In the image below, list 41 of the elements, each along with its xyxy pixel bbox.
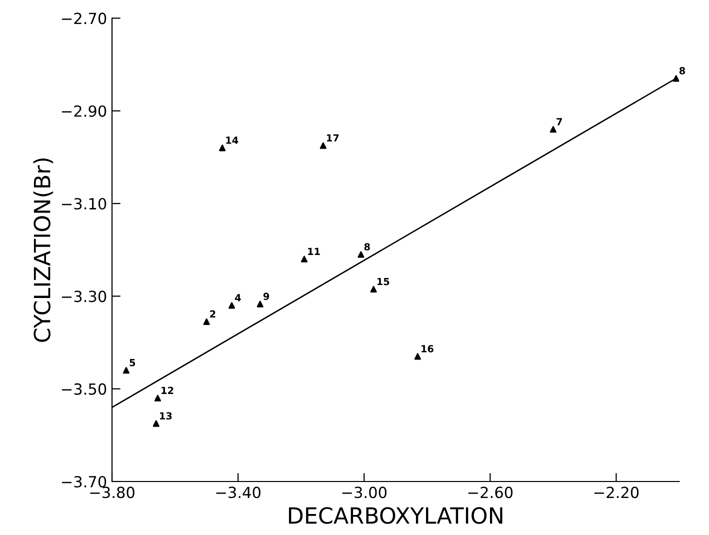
point: [672, 75, 680, 82]
y-axis-title: CYCLIZATION(Br): [33, 158, 54, 342]
x-tick-label: −2.20: [594, 486, 639, 498]
annotation: 8: [364, 243, 370, 250]
annotation: 4: [234, 294, 241, 302]
y-tick-label: −3.50: [62, 383, 106, 395]
y-tick-label: −3.10: [62, 198, 106, 210]
point: [414, 353, 421, 360]
point: [300, 256, 308, 262]
point: [152, 420, 160, 427]
point: [370, 286, 377, 293]
annotation: 14: [226, 136, 238, 144]
annotation: 9: [263, 292, 270, 300]
point: [358, 251, 364, 258]
annotation: 12: [162, 386, 174, 394]
x-tick-label: −3.00: [342, 486, 387, 498]
point: [219, 144, 226, 152]
annotation: 16: [422, 345, 434, 352]
x-tick-label: −3.40: [216, 486, 260, 498]
x-tick-label: −2.60: [468, 486, 513, 498]
point: [320, 142, 326, 149]
point: [154, 394, 162, 402]
y-tick-label: −2.90: [62, 105, 106, 117]
annotation: 15: [377, 278, 390, 286]
annotation: 13: [160, 412, 172, 420]
x-axis-title: DECARBOXYLATION: [288, 507, 502, 524]
annotation: 17: [327, 134, 339, 142]
y-tick-label: −3.30: [62, 290, 106, 302]
annotation: 2: [210, 310, 216, 318]
annotation: 5: [130, 359, 136, 366]
point: [203, 318, 210, 325]
x-tick-label: −3.80: [90, 486, 134, 498]
point: [228, 302, 236, 309]
point: [122, 367, 130, 374]
y-tick-label: −2.70: [62, 12, 106, 24]
point: [550, 126, 556, 133]
annotation: 7: [556, 118, 562, 126]
y-tick-label: −3.70: [62, 476, 106, 488]
annotation: 8: [679, 67, 686, 74]
annotation: 11: [308, 248, 320, 255]
point: [256, 300, 264, 308]
